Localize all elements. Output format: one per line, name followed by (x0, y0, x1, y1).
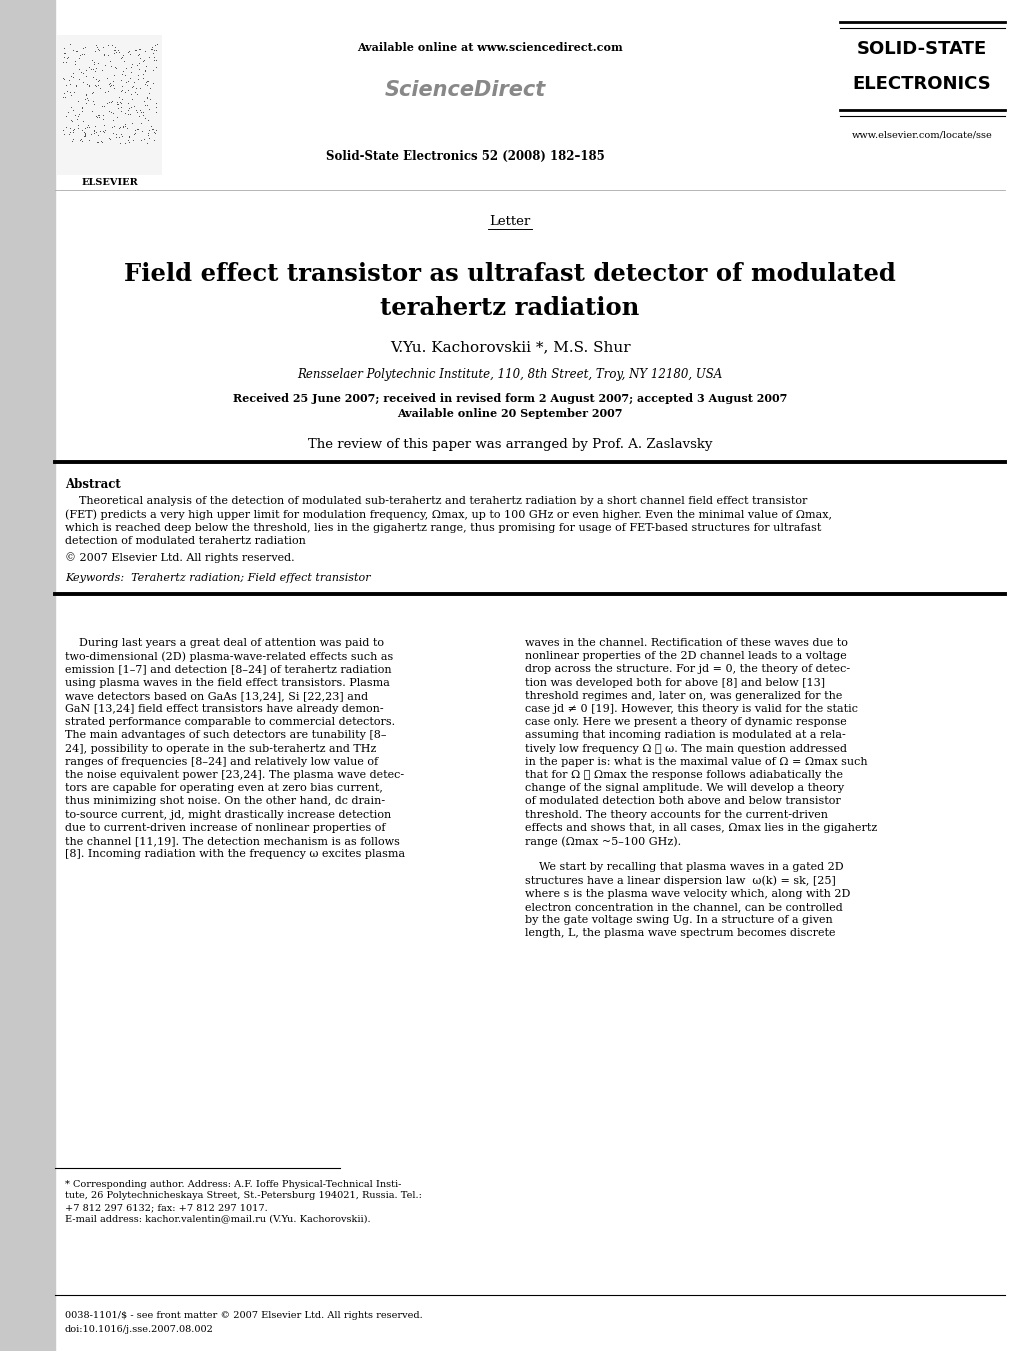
Text: tively low frequency Ω ≪ ω. The main question addressed: tively low frequency Ω ≪ ω. The main que… (525, 743, 846, 754)
Text: tors are capable for operating even at zero bias current,: tors are capable for operating even at z… (65, 784, 382, 793)
Text: Theoretical analysis of the detection of modulated sub-terahertz and terahertz r: Theoretical analysis of the detection of… (65, 496, 807, 507)
Text: Available online 20 September 2007: Available online 20 September 2007 (396, 408, 623, 419)
Text: Received 25 June 2007; received in revised form 2 August 2007; accepted 3 August: Received 25 June 2007; received in revis… (232, 393, 787, 404)
Text: by the gate voltage swing Ug. In a structure of a given: by the gate voltage swing Ug. In a struc… (525, 915, 832, 925)
Text: length, L, the plasma wave spectrum becomes discrete: length, L, the plasma wave spectrum beco… (525, 928, 835, 939)
Text: We start by recalling that plasma waves in a gated 2D: We start by recalling that plasma waves … (525, 862, 843, 873)
Text: that for Ω ≪ Ωmax the response follows adiabatically the: that for Ω ≪ Ωmax the response follows a… (525, 770, 842, 780)
Text: electron concentration in the channel, can be controlled: electron concentration in the channel, c… (525, 902, 842, 912)
Text: 0038-1101/$ - see front matter © 2007 Elsevier Ltd. All rights reserved.: 0038-1101/$ - see front matter © 2007 El… (65, 1310, 422, 1320)
Text: the noise equivalent power [23,24]. The plasma wave detec-: the noise equivalent power [23,24]. The … (65, 770, 404, 780)
Text: doi:10.1016/j.sse.2007.08.002: doi:10.1016/j.sse.2007.08.002 (65, 1325, 214, 1333)
Text: drop across the structure. For jd = 0, the theory of detec-: drop across the structure. For jd = 0, t… (525, 665, 849, 674)
Bar (57, 35, 162, 176)
Text: detection of modulated terahertz radiation: detection of modulated terahertz radiati… (65, 536, 306, 547)
Text: of modulated detection both above and below transistor: of modulated detection both above and be… (525, 796, 840, 807)
Text: range (Ωmax ~5–100 GHz).: range (Ωmax ~5–100 GHz). (525, 836, 681, 847)
Text: [8]. Incoming radiation with the frequency ω excites plasma: [8]. Incoming radiation with the frequen… (65, 850, 405, 859)
Text: effects and shows that, in all cases, Ωmax lies in the gigahertz: effects and shows that, in all cases, Ωm… (525, 823, 876, 832)
Text: to-source current, jd, might drastically increase detection: to-source current, jd, might drastically… (65, 809, 391, 820)
Text: GaN [13,24] field effect transistors have already demon-: GaN [13,24] field effect transistors hav… (65, 704, 383, 713)
Text: +7 812 297 6132; fax: +7 812 297 1017.: +7 812 297 6132; fax: +7 812 297 1017. (65, 1202, 268, 1212)
Text: change of the signal amplitude. We will develop a theory: change of the signal amplitude. We will … (525, 784, 844, 793)
Text: Keywords:  Terahertz radiation; Field effect transistor: Keywords: Terahertz radiation; Field eff… (65, 573, 370, 584)
Text: SOLID-STATE: SOLID-STATE (856, 41, 986, 58)
Text: (FET) predicts a very high upper limit for modulation frequency, Ωmax, up to 100: (FET) predicts a very high upper limit f… (65, 509, 832, 520)
Text: in the paper is: what is the maximal value of Ω = Ωmax such: in the paper is: what is the maximal val… (525, 757, 867, 767)
Text: case jd ≠ 0 [19]. However, this theory is valid for the static: case jd ≠ 0 [19]. However, this theory i… (525, 704, 857, 713)
Text: where s is the plasma wave velocity which, along with 2D: where s is the plasma wave velocity whic… (525, 889, 850, 898)
Text: ScienceDirect: ScienceDirect (384, 80, 545, 100)
Bar (0, 0, 55, 1351)
Text: wave detectors based on GaAs [13,24], Si [22,23] and: wave detectors based on GaAs [13,24], Si… (65, 690, 368, 701)
Text: waves in the channel. Rectification of these waves due to: waves in the channel. Rectification of t… (525, 638, 847, 648)
Text: www.elsevier.com/locate/sse: www.elsevier.com/locate/sse (851, 130, 991, 139)
Text: The main advantages of such detectors are tunability [8–: The main advantages of such detectors ar… (65, 731, 386, 740)
Text: * Corresponding author. Address: A.F. Ioffe Physical-Technical Insti-: * Corresponding author. Address: A.F. Io… (65, 1179, 401, 1189)
Text: Letter: Letter (489, 215, 530, 228)
Text: emission [1–7] and detection [8–24] of terahertz radiation: emission [1–7] and detection [8–24] of t… (65, 665, 391, 674)
Text: terahertz radiation: terahertz radiation (380, 296, 639, 320)
Text: tute, 26 Polytechnicheskaya Street, St.-Petersburg 194021, Russia. Tel.:: tute, 26 Polytechnicheskaya Street, St.-… (65, 1192, 422, 1201)
Text: © 2007 Elsevier Ltd. All rights reserved.: © 2007 Elsevier Ltd. All rights reserved… (65, 553, 294, 563)
Text: using plasma waves in the field effect transistors. Plasma: using plasma waves in the field effect t… (65, 678, 389, 688)
Text: Abstract: Abstract (65, 478, 120, 490)
Text: the channel [11,19]. The detection mechanism is as follows: the channel [11,19]. The detection mecha… (65, 836, 399, 846)
Text: 24], possibility to operate in the sub-terahertz and THz: 24], possibility to operate in the sub-t… (65, 743, 376, 754)
Text: The review of this paper was arranged by Prof. A. Zaslavsky: The review of this paper was arranged by… (308, 438, 711, 451)
Text: tion was developed both for above [8] and below [13]: tion was developed both for above [8] an… (525, 678, 824, 688)
Text: assuming that incoming radiation is modulated at a rela-: assuming that incoming radiation is modu… (525, 731, 845, 740)
Text: Rensselaer Polytechnic Institute, 110, 8th Street, Troy, NY 12180, USA: Rensselaer Polytechnic Institute, 110, 8… (298, 367, 721, 381)
Text: V.Yu. Kachorovskii *, M.S. Shur: V.Yu. Kachorovskii *, M.S. Shur (389, 340, 630, 354)
Text: nonlinear properties of the 2D channel leads to a voltage: nonlinear properties of the 2D channel l… (525, 651, 846, 661)
Text: ELSEVIER: ELSEVIER (82, 178, 139, 186)
Text: case only. Here we present a theory of dynamic response: case only. Here we present a theory of d… (525, 717, 846, 727)
Text: threshold. The theory accounts for the current-driven: threshold. The theory accounts for the c… (525, 809, 827, 820)
Text: Solid-State Electronics 52 (2008) 182–185: Solid-State Electronics 52 (2008) 182–18… (325, 150, 604, 163)
Text: due to current-driven increase of nonlinear properties of: due to current-driven increase of nonlin… (65, 823, 385, 832)
Text: structures have a linear dispersion law  ω(k) = sk, [25]: structures have a linear dispersion law … (525, 875, 835, 886)
Text: ELECTRONICS: ELECTRONICS (852, 76, 990, 93)
Text: During last years a great deal of attention was paid to: During last years a great deal of attent… (65, 638, 383, 648)
Text: ranges of frequencies [8–24] and relatively low value of: ranges of frequencies [8–24] and relativ… (65, 757, 378, 767)
Text: which is reached deep below the threshold, lies in the gigahertz range, thus pro: which is reached deep below the threshol… (65, 523, 820, 534)
Text: threshold regimes and, later on, was generalized for the: threshold regimes and, later on, was gen… (525, 690, 842, 701)
Text: two-dimensional (2D) plasma-wave-related effects such as: two-dimensional (2D) plasma-wave-related… (65, 651, 393, 662)
Text: Field effect transistor as ultrafast detector of modulated: Field effect transistor as ultrafast det… (124, 262, 895, 286)
Text: thus minimizing shot noise. On the other hand, dc drain-: thus minimizing shot noise. On the other… (65, 796, 385, 807)
Text: E-mail address: kachor.valentin@mail.ru (V.Yu. Kachorovskii).: E-mail address: kachor.valentin@mail.ru … (65, 1215, 370, 1224)
Text: strated performance comparable to commercial detectors.: strated performance comparable to commer… (65, 717, 394, 727)
Text: Available online at www.sciencedirect.com: Available online at www.sciencedirect.co… (357, 42, 623, 53)
